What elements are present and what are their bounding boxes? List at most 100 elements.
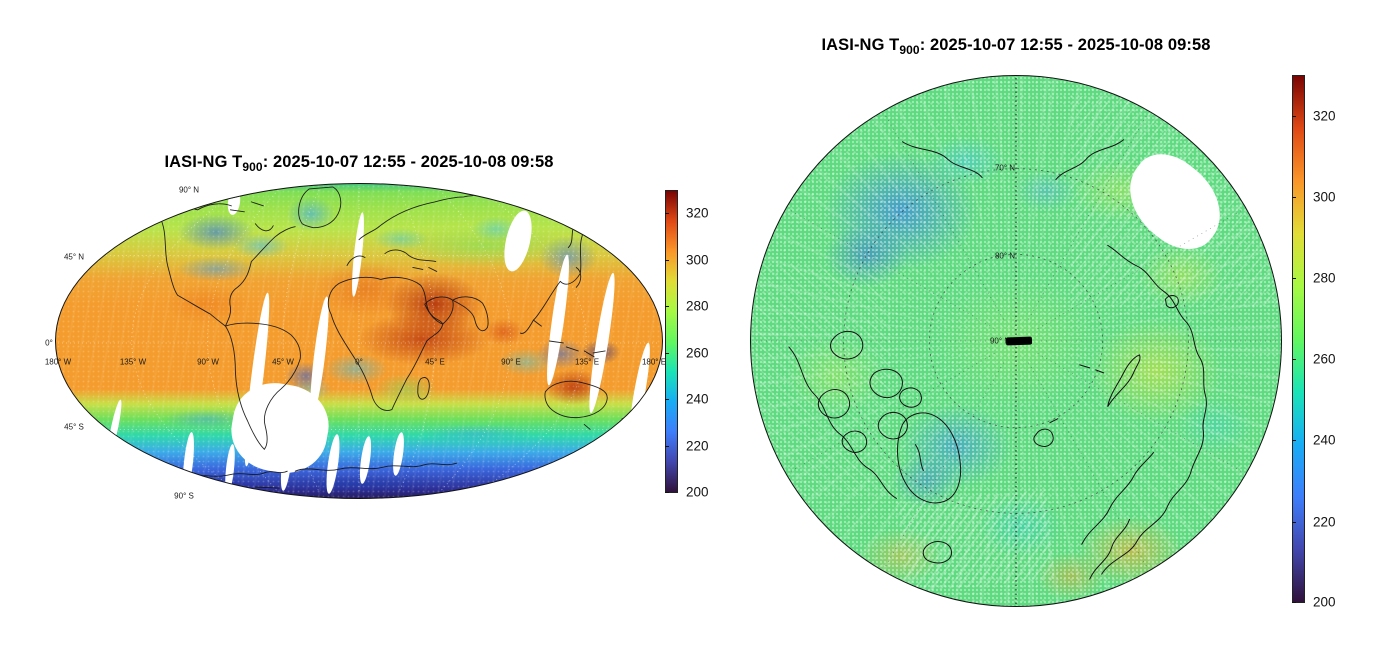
colorbar-tick [665,399,669,400]
colorbar-tick-label: 240 [1313,432,1336,448]
global-map-canvas [55,183,663,499]
coastline-path [559,201,583,288]
global-colorbar-gradient [665,190,678,493]
colorbar-tick-label: 200 [1313,594,1336,610]
coastline-path [173,462,458,478]
lon-label-45w: 45° W [272,357,294,367]
coastline-path [424,296,454,325]
lon-label-90e: 90° E [501,357,521,367]
title-text: : 2025-10-07 12:55 - 2025-10-08 09:58 [919,36,1211,54]
polar-coastline-paths [788,139,1207,580]
pole-data-blob [1005,336,1033,346]
colorbar-tick-label: 280 [1313,270,1336,286]
title-text: IASI-NG T [821,36,900,54]
coastline-path [897,412,962,504]
coastline-path [224,322,301,450]
polar-colorbar: 320 300 280 260 240 220 200 [1292,75,1338,610]
coastline-path [298,186,342,229]
lat-label-70n: 70° N [994,163,1016,173]
lon-label-135w: 135° W [119,357,147,367]
colorbar-tick [665,306,669,307]
lat-label-0: 0° [45,338,53,348]
colorbar-tick-label: 200 [686,484,709,500]
colorbar-tick-label: 320 [686,205,709,221]
colorbar-tick [1292,522,1296,523]
title-text: : 2025-10-07 12:55 - 2025-10-08 09:58 [262,153,554,171]
coastline-path [899,387,922,408]
coastline-path [159,203,232,218]
coastline-path [205,199,274,232]
polar-graticule [753,77,1279,605]
colorbar-tick-label: 280 [686,298,709,314]
coastline-path [869,368,903,399]
coastline-path [1079,295,1179,374]
coastline-path [922,541,952,564]
coastline-path [583,418,631,435]
colorbar-tick [665,213,669,214]
coastline-paths [159,186,631,489]
colorbar-tick [1292,359,1296,360]
lat-label-80n: 80° N [994,251,1016,261]
polar-map: 70° N 80° N 90° N [750,75,1282,607]
coastline-path [1101,244,1207,575]
coastline-path [817,389,851,419]
title-subscript: 900 [899,43,920,57]
colorbar-tick [1292,116,1296,117]
colorbar-tick-label: 320 [1313,108,1336,124]
colorbar-tick [665,353,669,354]
coastline-path [1107,354,1141,407]
lon-label-90w: 90° W [197,357,219,367]
lon-label-180e: 180° E [641,357,667,367]
coastline-path [417,377,430,400]
title-text: IASI-NG T [164,153,243,171]
lon-label-180w: 180° W [44,357,72,367]
lat-label-90n: 90° N [178,185,200,195]
polar-map-canvas [750,75,1282,607]
title-subscript: 900 [242,160,263,174]
polar-coastlines-graticule [753,77,1279,605]
coastline-path [532,319,606,358]
lon-label-0: 0° [355,357,363,367]
coastline-path [520,280,561,334]
coastline-path [224,226,296,327]
colorbar-tick [665,260,669,261]
colorbar-tick [665,492,669,493]
coastline-path [544,380,608,419]
coastline-path [841,430,868,453]
colorbar-tick [1292,440,1296,441]
colorbar-tick [1292,602,1296,603]
coastline-path [205,484,280,489]
coastline-path [452,296,489,332]
colorbar-tick-label: 220 [1313,514,1336,530]
coastline-path [788,346,897,499]
colorbar-tick-label: 260 [686,345,709,361]
colorbar-tick-label: 220 [686,438,709,454]
polar-colorbar-gradient [1292,75,1305,603]
colorbar-tick-label: 240 [686,391,709,407]
coastline-path [327,276,444,411]
coastline-path [830,330,864,360]
lat-label-90s: 90° S [174,491,194,501]
lon-label-135e: 135° E [574,357,600,367]
lat-label-45n: 45° N [63,252,85,262]
coastline-path [1033,418,1059,447]
coastline-path [914,444,924,472]
coastline-path [346,226,438,272]
coastline-path [1081,452,1154,580]
coastline-path [159,216,226,327]
colorbar-tick-label: 260 [1313,351,1336,367]
global-colorbar: 320 300 280 260 240 220 200 [665,190,711,500]
colorbar-tick [665,446,669,447]
polar-map-title: IASI-NG T900: 2025-10-07 12:55 - 2025-10… [750,36,1282,57]
coastline-path [378,192,583,228]
coastline-path [901,141,983,179]
colorbar-tick [1292,197,1296,198]
lon-label-45e: 45° E [425,357,445,367]
global-coastlines-graticule [57,186,661,495]
global-map: 90° N 45° N 0° 45° S 90° S 180° W 135° W… [45,183,667,501]
swath-streaks [751,266,891,496]
colorbar-tick [1292,278,1296,279]
graticule-lines [57,187,661,495]
coastline-path [1055,139,1125,181]
